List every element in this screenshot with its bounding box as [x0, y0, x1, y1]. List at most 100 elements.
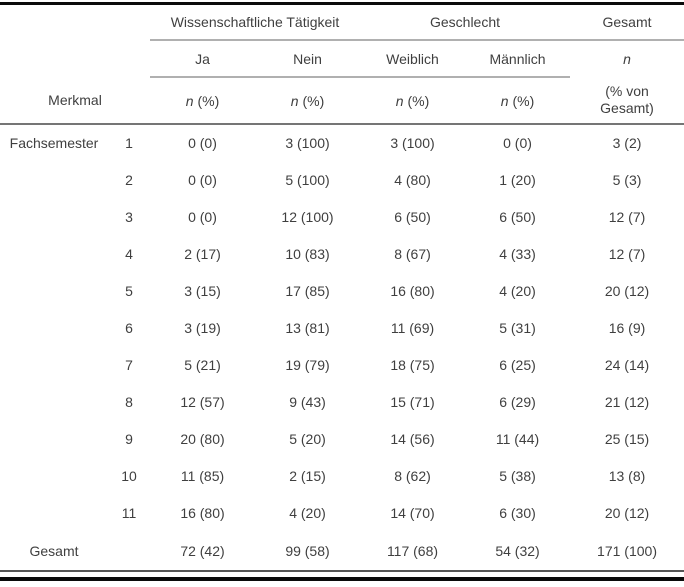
value-cell: 13 (8) [608, 467, 646, 484]
value-cell: 5 (21) [184, 356, 221, 373]
merkmal-label: Merkmal [0, 77, 150, 125]
table-header: Wissenschaftliche Tätigkeit Geschlecht G… [0, 5, 684, 125]
value-cell: 4 (20) [499, 282, 536, 299]
row-label-cell: Fachsemester [9, 135, 99, 151]
value-cell: 12 (7) [608, 245, 646, 262]
col-header-nein: Nein [255, 40, 360, 78]
subheader-row: Ja Nein Weiblich Männlich n [0, 40, 684, 78]
row-sublabel-cell [108, 531, 150, 571]
n-symbol: n [623, 51, 631, 67]
value-cell: 8 (67) [394, 245, 431, 262]
value-cell: 6 (30) [499, 504, 536, 521]
value-cell: 3 (100) [285, 135, 330, 151]
n-symbol: n [185, 92, 194, 109]
value-cell: 20 (12) [604, 504, 650, 521]
data-row: 6 3 (19) 13 (81) 11 (69) 5 (31) 16 (9) [0, 309, 684, 346]
subheader-empty-cell [0, 40, 150, 77]
value-cell: 0 (0) [503, 135, 532, 151]
value-cell: 21 (12) [604, 393, 650, 410]
value-cell: 6 (50) [499, 208, 536, 225]
col-header-ja: Ja [150, 40, 255, 78]
value-cell: 20 (80) [180, 430, 225, 447]
row-label-cell [0, 272, 108, 309]
value-cell: 54 (32) [495, 542, 540, 559]
value-cell: 3 (15) [184, 282, 221, 299]
value-cell: 5 (100) [285, 171, 330, 188]
value-cell: 2 (15) [289, 467, 326, 484]
value-cell: 16 (9) [608, 319, 646, 336]
row-sublabel-cell: 7 [125, 356, 133, 373]
row-label-cell [0, 161, 108, 198]
value-cell: 5 (3) [612, 171, 642, 188]
col-header-weiblich: Weiblich [360, 40, 465, 78]
measure-cell-ja: n (%) [150, 77, 255, 125]
value-cell: 0 (0) [188, 171, 217, 188]
value-cell: 19 (79) [285, 356, 330, 373]
value-cell: 24 (14) [604, 356, 650, 373]
measure-row: Merkmal n (%) n (%) n (%) n (%) (% von G… [0, 77, 684, 125]
value-cell: 171 (100) [597, 542, 657, 559]
value-cell: 25 (15) [604, 430, 650, 447]
row-sublabel-cell: 1 [125, 135, 133, 151]
value-cell: 15 (71) [390, 393, 435, 410]
data-row: 10 11 (85) 2 (15) 8 (62) 5 (38) 13 (8) [0, 457, 684, 494]
data-row: 5 3 (15) 17 (85) 16 (80) 4 (20) 20 (12) [0, 272, 684, 309]
measure-cell-total: (% von Gesamt) [570, 77, 684, 125]
row-label-cell [0, 383, 108, 420]
row-sublabel-cell: 4 [125, 245, 133, 262]
value-cell: 0 (0) [188, 208, 217, 225]
value-cell: 11 (85) [180, 467, 225, 484]
row-sublabel-cell: 5 [125, 282, 133, 299]
n-symbol: n [500, 92, 509, 109]
pct-label: (%) [508, 92, 535, 109]
value-cell: 12 (7) [608, 208, 646, 225]
col-header-total-n: n [570, 40, 684, 77]
value-cell: 4 (33) [499, 245, 536, 262]
value-cell: 4 (80) [394, 171, 431, 188]
value-cell: 18 (75) [390, 356, 435, 373]
row-sublabel-cell: 3 [125, 208, 133, 225]
value-cell: 117 (68) [386, 542, 439, 559]
total-note: (% von Gesamt) [600, 83, 654, 116]
value-cell: 1 (20) [499, 171, 536, 188]
row-label-cell [0, 235, 108, 272]
value-cell: 11 (69) [390, 319, 435, 336]
value-cell: 2 (17) [184, 245, 221, 262]
value-cell: 0 (0) [188, 135, 217, 151]
table-frame: Wissenschaftliche Tätigkeit Geschlecht G… [0, 2, 684, 572]
value-cell: 5 (38) [499, 467, 536, 484]
col-header-maennlich: Männlich [465, 40, 571, 78]
data-row: Fachsemester 1 0 (0) 3 (100) 3 (100) 0 (0) 3 (… [0, 124, 684, 161]
value-cell: 3 (100) [390, 135, 435, 151]
measure-cell-weiblich: n (%) [360, 77, 465, 125]
col-group-science-label: Wissenschaftliche Tätigkeit [150, 5, 360, 41]
total-row: Gesamt 72 (42) 99 (58) 117 (68) 54 (32) 171 (… [0, 531, 684, 571]
value-cell: 5 (31) [499, 319, 536, 336]
value-cell: 99 (58) [285, 542, 330, 559]
value-cell: 6 (50) [394, 208, 431, 225]
value-cell: 14 (56) [390, 430, 435, 447]
value-cell: 8 (62) [394, 467, 431, 484]
value-cell: 17 (85) [285, 282, 330, 299]
data-row: 2 0 (0) 5 (100) 4 (80) 1 (20) 5 (3) [0, 161, 684, 198]
value-cell: 4 (20) [289, 504, 326, 521]
n-symbol: n [290, 92, 299, 109]
spanner-empty-cell [0, 5, 150, 40]
value-cell: 6 (29) [499, 393, 536, 410]
value-cell: 12 (100) [281, 208, 334, 225]
value-cell: 3 (19) [184, 319, 221, 336]
row-label-cell [0, 494, 108, 531]
data-row: 11 16 (80) 4 (20) 14 (70) 6 (30) 20 (12) [0, 494, 684, 531]
value-cell: 11 (44) [495, 430, 540, 447]
value-cell: 13 (81) [285, 319, 330, 336]
row-sublabel-cell: 6 [125, 319, 133, 336]
value-cell: 14 (70) [390, 504, 435, 521]
row-label-cell [0, 198, 108, 235]
data-row: 4 2 (17) 10 (83) 8 (67) 4 (33) 12 (7) [0, 235, 684, 272]
value-cell: 5 (20) [289, 430, 326, 447]
measure-cell-maennlich: n (%) [465, 77, 571, 125]
table-body: Fachsemester 1 0 (0) 3 (100) 3 (100) 0 (0) 3 (… [0, 124, 684, 571]
pct-label: (%) [403, 92, 430, 109]
row-label-cell [0, 309, 108, 346]
